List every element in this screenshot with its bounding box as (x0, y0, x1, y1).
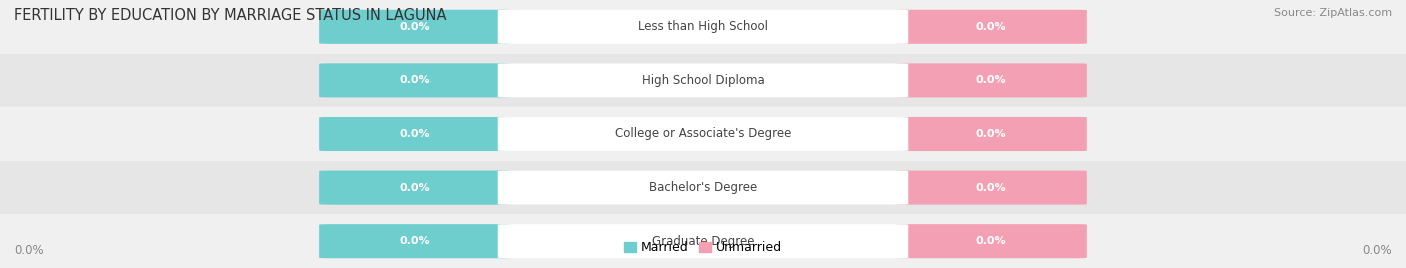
FancyBboxPatch shape (319, 224, 510, 258)
Text: Less than High School: Less than High School (638, 20, 768, 33)
FancyBboxPatch shape (498, 171, 908, 204)
Bar (0, 107, 1406, 161)
Text: 0.0%: 0.0% (399, 75, 430, 85)
Text: 0.0%: 0.0% (976, 183, 1007, 193)
FancyBboxPatch shape (319, 10, 510, 44)
Text: High School Diploma: High School Diploma (641, 74, 765, 87)
Text: 0.0%: 0.0% (14, 244, 44, 257)
Text: College or Associate's Degree: College or Associate's Degree (614, 128, 792, 140)
FancyBboxPatch shape (498, 64, 908, 97)
Text: Graduate Degree: Graduate Degree (652, 235, 754, 248)
FancyBboxPatch shape (498, 224, 908, 258)
Bar (0, 161, 1406, 214)
Text: 0.0%: 0.0% (399, 183, 430, 193)
Text: Source: ZipAtlas.com: Source: ZipAtlas.com (1274, 8, 1392, 18)
Text: Bachelor's Degree: Bachelor's Degree (650, 181, 756, 194)
Text: 0.0%: 0.0% (1362, 244, 1392, 257)
Bar (0, 0, 1406, 54)
Text: 0.0%: 0.0% (976, 129, 1007, 139)
Bar (0, 54, 1406, 107)
Text: 0.0%: 0.0% (399, 22, 430, 32)
FancyBboxPatch shape (896, 170, 1087, 205)
FancyBboxPatch shape (896, 63, 1087, 98)
Text: 0.0%: 0.0% (399, 129, 430, 139)
FancyBboxPatch shape (319, 117, 510, 151)
FancyBboxPatch shape (319, 63, 510, 98)
FancyBboxPatch shape (896, 117, 1087, 151)
FancyBboxPatch shape (896, 224, 1087, 258)
FancyBboxPatch shape (319, 170, 510, 205)
Text: 0.0%: 0.0% (976, 236, 1007, 246)
Text: FERTILITY BY EDUCATION BY MARRIAGE STATUS IN LAGUNA: FERTILITY BY EDUCATION BY MARRIAGE STATU… (14, 8, 447, 23)
Text: 0.0%: 0.0% (976, 22, 1007, 32)
FancyBboxPatch shape (498, 10, 908, 44)
Text: 0.0%: 0.0% (976, 75, 1007, 85)
Bar (0, 214, 1406, 268)
Legend: Married, Unmarried: Married, Unmarried (619, 236, 787, 259)
FancyBboxPatch shape (896, 10, 1087, 44)
Text: 0.0%: 0.0% (399, 236, 430, 246)
FancyBboxPatch shape (498, 117, 908, 151)
